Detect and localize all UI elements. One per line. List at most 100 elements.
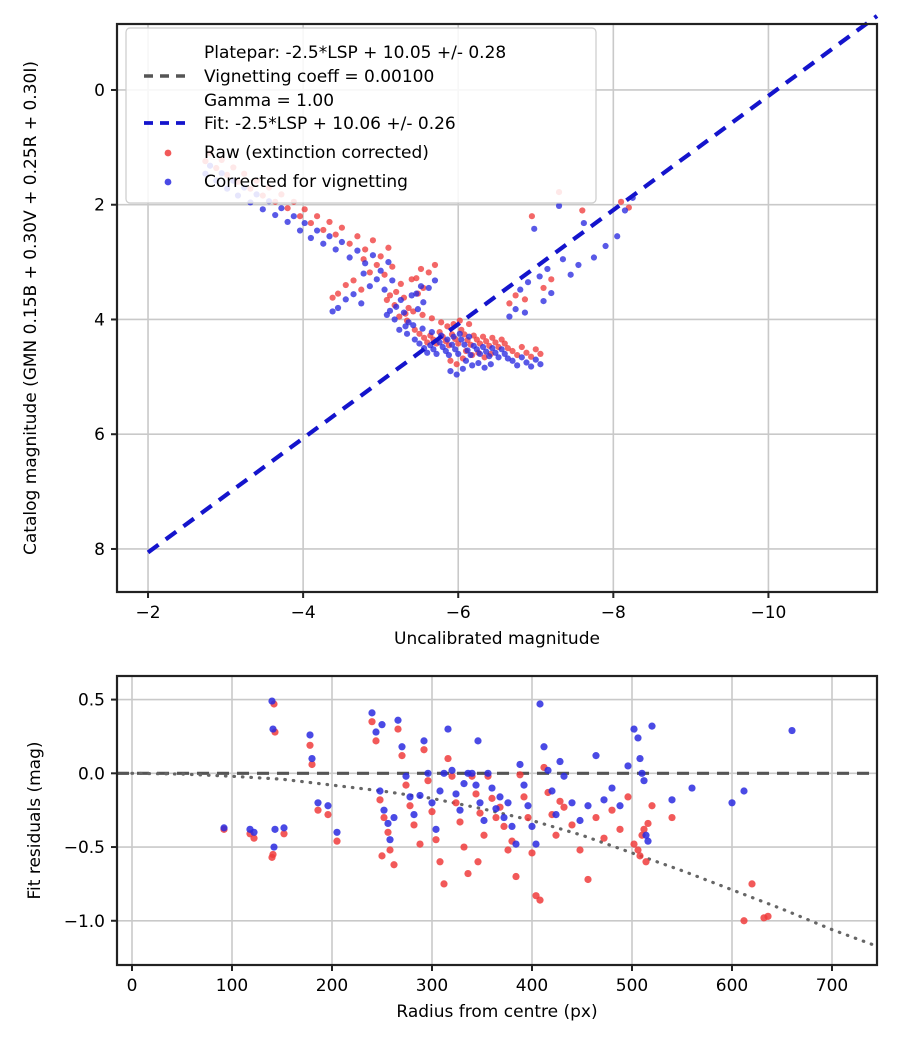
residual-point bbox=[306, 731, 314, 739]
scatter-point bbox=[307, 219, 314, 227]
scatter-point bbox=[296, 213, 304, 220]
residual-point bbox=[624, 793, 632, 801]
residual-point bbox=[524, 813, 532, 822]
scatter-point bbox=[509, 357, 516, 364]
residual-point bbox=[376, 787, 384, 795]
top-xtick-label-4: −10 bbox=[750, 603, 786, 623]
residual-point bbox=[552, 831, 560, 839]
scatter-point bbox=[621, 207, 629, 214]
residual-point bbox=[380, 813, 388, 822]
residual-point bbox=[428, 799, 436, 807]
scatter-point bbox=[410, 308, 417, 315]
scatter-point bbox=[492, 349, 499, 356]
residual-point bbox=[308, 754, 316, 763]
scatter-point bbox=[523, 359, 530, 366]
residual-point bbox=[740, 917, 748, 925]
scatter-point bbox=[475, 359, 482, 367]
legend-fit-label: Fit: -2.5*LSP + 10.06 +/- 0.26 bbox=[204, 114, 456, 134]
legend-entry-raw[interactable]: Raw (extinction corrected) bbox=[164, 143, 429, 163]
scatter-point bbox=[424, 349, 431, 356]
legend-entry-fit[interactable]: Fit: -2.5*LSP + 10.06 +/- 0.26 bbox=[144, 114, 456, 134]
scatter-point bbox=[381, 286, 388, 293]
scatter-point bbox=[548, 289, 555, 297]
scatter-point bbox=[447, 357, 454, 364]
scatter-point bbox=[326, 218, 333, 226]
residual-point bbox=[271, 825, 279, 833]
residual-point bbox=[492, 805, 500, 813]
scatter-point bbox=[259, 206, 266, 213]
residual-point bbox=[424, 777, 432, 785]
legend-marker-raw bbox=[164, 149, 172, 157]
residual-point bbox=[452, 790, 460, 798]
residual-point bbox=[634, 846, 642, 854]
residual-point bbox=[512, 840, 520, 848]
scatter-point bbox=[411, 336, 418, 343]
scatter-point bbox=[419, 311, 426, 318]
scatter-point bbox=[350, 291, 357, 298]
scatter-point bbox=[453, 361, 460, 368]
scatter-point bbox=[278, 205, 285, 212]
residual-point bbox=[504, 846, 512, 854]
residual-point bbox=[394, 725, 402, 733]
top-series-corrected bbox=[202, 162, 636, 378]
scatter-point bbox=[366, 269, 373, 276]
residual-point bbox=[386, 846, 394, 854]
scatter-point bbox=[456, 330, 463, 337]
residual-point bbox=[608, 806, 616, 814]
scatter-point bbox=[537, 361, 544, 368]
bottom-xtick-label-2: 200 bbox=[316, 976, 348, 996]
residual-point bbox=[472, 790, 480, 798]
scatter-point bbox=[540, 284, 547, 292]
residual-point bbox=[484, 769, 492, 777]
top-yaxis-label: Catalog magnitude (GMN 0.15B + 0.30V + 0… bbox=[21, 61, 41, 555]
bottom-xtick-label-6: 600 bbox=[716, 976, 748, 996]
scatter-point bbox=[362, 260, 369, 267]
scatter-point bbox=[464, 347, 471, 354]
residual-point bbox=[668, 796, 676, 804]
fit-line bbox=[146, 14, 879, 555]
scatter-point bbox=[307, 234, 314, 242]
residual-point bbox=[608, 784, 616, 792]
residual-point bbox=[548, 787, 556, 795]
scatter-point bbox=[381, 271, 388, 278]
residual-point bbox=[250, 834, 258, 842]
residual-point bbox=[456, 818, 464, 826]
residual-point bbox=[642, 831, 650, 839]
scatter-point bbox=[369, 252, 377, 259]
scatter-point bbox=[461, 331, 468, 338]
residual-point bbox=[268, 697, 276, 705]
scatter-point bbox=[521, 309, 529, 316]
residual-point bbox=[536, 700, 544, 708]
residual-point bbox=[250, 828, 258, 836]
scatter-point bbox=[346, 240, 353, 247]
scatter-point bbox=[296, 227, 304, 234]
scatter-point bbox=[473, 346, 480, 353]
scatter-point bbox=[428, 315, 435, 322]
residual-point bbox=[516, 760, 524, 769]
scatter-point bbox=[447, 368, 454, 375]
residual-point bbox=[436, 787, 444, 795]
residual-point bbox=[460, 843, 468, 851]
top-panel-magnitude-calibration: −2 −4 −6 −8 −10 0 2 4 6 8 Uncalibrated magnitude Ca… bbox=[21, 14, 879, 649]
residual-point bbox=[668, 813, 676, 822]
scatter-point bbox=[329, 308, 336, 315]
scatter-point bbox=[506, 313, 513, 320]
scatter-point bbox=[313, 227, 321, 234]
residual-point bbox=[474, 737, 482, 745]
legend-platepar-label-line-1: Vignetting coeff = 0.00100 bbox=[204, 67, 434, 87]
scatter-point bbox=[495, 354, 502, 361]
top-xtick-label-2: −6 bbox=[446, 603, 471, 623]
top-ytick-label-0: 0 bbox=[94, 81, 105, 101]
scatter-point bbox=[540, 298, 547, 305]
scatter-point bbox=[438, 319, 445, 326]
legend-entry-platepar[interactable]: Platepar: -2.5*LSP + 10.05 +/- 0.28 Vigne… bbox=[144, 43, 506, 111]
top-xtick-label-1: −4 bbox=[291, 603, 316, 623]
legend-entry-corrected[interactable]: Corrected for vignetting bbox=[164, 172, 408, 192]
residual-point bbox=[410, 821, 418, 829]
scatter-point bbox=[469, 362, 476, 369]
residual-point bbox=[624, 762, 632, 770]
top-xtick-label-3: −8 bbox=[601, 603, 626, 623]
residual-point bbox=[406, 793, 414, 801]
legend-marker-corrected bbox=[164, 178, 172, 186]
residual-point bbox=[616, 825, 624, 833]
